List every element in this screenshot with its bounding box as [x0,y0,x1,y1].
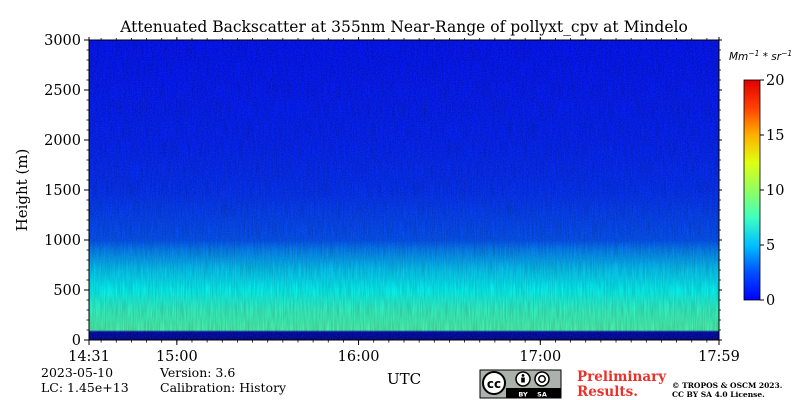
y-axis: 0 500 1000 1500 2000 2500 3000 [44,33,722,349]
cc-logo-icon [482,371,506,395]
footer-date: 2023-05-10 [41,365,113,380]
x-axis: 14:31 15:00 16:00 17:00 17:59 [68,37,740,365]
preliminary-line2: Results. [577,384,638,400]
y-tick-label: 2000 [44,133,81,149]
cc-by-text: BY [518,391,528,399]
y-tick-label: 0 [72,333,81,349]
y-tick-label: 500 [53,283,81,299]
share-alike-icon [534,371,550,387]
copyright-line2: CC BY SA 4.0 License. [672,390,765,399]
colorbar: 0 5 10 15 20 Mm−1 * sr−1 [729,49,792,309]
chart-title: Attenuated Backscatter at 355nm Near-Ran… [119,18,688,36]
colorbar-tick-label: 10 [766,183,784,199]
plot-area [88,39,720,341]
colorbar-tick-label: 15 [766,128,784,144]
x-tick-label: 17:59 [698,349,740,365]
y-tick-label: 2500 [44,83,81,99]
colorbar-tick-label: 5 [766,238,775,254]
x-tick-label: 16:00 [338,349,380,365]
colorbar-unit-label: Mm−1 * sr−1 [729,49,792,63]
colorbar-gradient [743,79,761,301]
x-axis-label: UTC [387,370,421,388]
cc-license-badge: cc BY SA [479,369,562,399]
colorbar-tick-label: 20 [766,73,784,89]
y-tick-label: 3000 [44,33,81,49]
cc-logo-text: cc [487,377,501,391]
cc-sa-text: SA [537,391,547,399]
footer-info: 2023-05-10 LC: 1.45e+13 Version: 3.6 Cal… [41,365,287,395]
y-tick-label: 1000 [44,233,81,249]
x-tick-label: 14:31 [68,349,110,365]
footer-version: Version: 3.6 [159,365,235,380]
y-axis-label: Height (m) [13,149,31,232]
footer-calibration: Calibration: History [160,380,287,395]
x-tick-label: 15:00 [156,349,198,365]
preliminary-line1: Preliminary [577,369,667,385]
copyright-line1: © TROPOS & OSCM 2023. [672,381,782,390]
y-tick-label: 1500 [44,183,81,199]
colorbar-ticks: 0 5 10 15 20 [760,73,784,309]
heatmap-speckle [89,40,719,340]
footer-lc: LC: 1.45e+13 [41,380,129,395]
colorbar-tick-label: 0 [766,293,775,309]
x-tick-label: 17:00 [519,349,561,365]
